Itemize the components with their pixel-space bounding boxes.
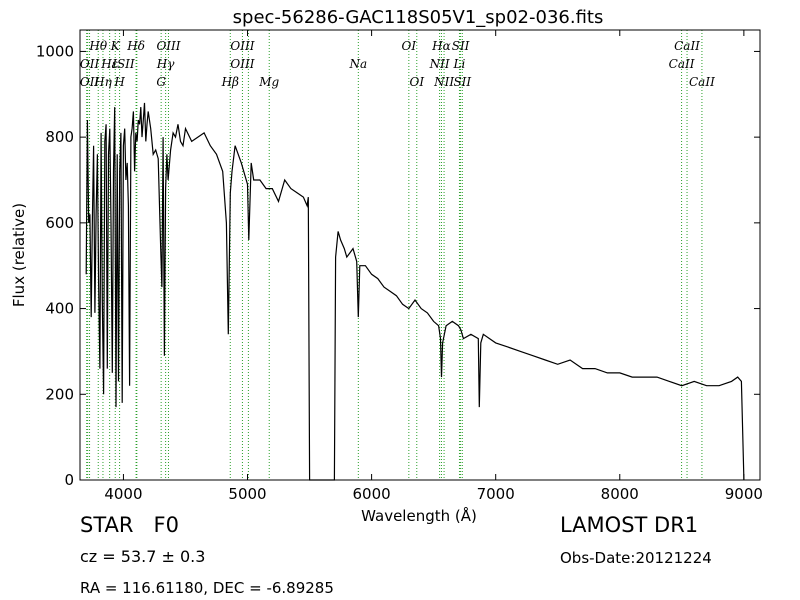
spectral-line-label: NII [433, 75, 454, 89]
redshift-cz: cz = 53.7 ± 0.3 [80, 547, 206, 566]
spectral-line-label: CaII [674, 39, 700, 53]
plot-frame [79, 29, 761, 481]
spectral-line-label: OIII [230, 57, 254, 71]
y-tick-label: 1000 [36, 42, 74, 60]
y-tick-label: 0 [64, 471, 74, 489]
spectral-line-label: K [110, 39, 121, 53]
y-tick-label: 400 [45, 300, 74, 318]
x-tick-label: 9000 [725, 485, 763, 503]
spectral-line-label: Mg [258, 75, 279, 89]
spectral-line-label: OI [409, 75, 424, 89]
spectral-line-label: Hα [431, 39, 451, 53]
spectral-line-label: Hε [100, 57, 118, 71]
spectral-line-label: ISII [111, 57, 135, 71]
spectral-line-label: Hδ [126, 39, 145, 53]
spectral-line-label: CaII [689, 75, 715, 89]
spectral-line-label: Hγ [156, 57, 175, 71]
x-tick-label: 7000 [477, 485, 515, 503]
spectral-line-label: OII [80, 57, 100, 71]
spectral-line-markers [86, 30, 703, 480]
x-tick-label: 4000 [104, 485, 142, 503]
spectral-line-label: OIII [230, 39, 254, 53]
spectral-line-label: G [156, 75, 166, 89]
spectral-line-label: OI [402, 39, 417, 53]
spectral-line-label: SII [452, 39, 470, 53]
flux-spectrum-line [85, 102, 745, 481]
observation-date: Obs-Date:20121224 [560, 549, 712, 567]
object-class: STAR F0 [80, 513, 179, 537]
chart-title: spec-56286-GAC118S05V1_sp02-036.fits [233, 7, 604, 28]
spectral-line-label: OIII [156, 39, 180, 53]
spectral-line-label: Hβ [221, 75, 239, 89]
x-tick-label: 8000 [601, 485, 639, 503]
x-tick-label: 6000 [353, 485, 391, 503]
y-axis-label: Flux (relative) [10, 203, 28, 307]
y-axis-ticks: 0 200 400 600 800 1000 [36, 42, 760, 489]
spectral-line-label: Li [453, 57, 466, 71]
spectral-line-label: Na [349, 57, 368, 71]
spectral-line-label: SII [453, 75, 471, 89]
x-axis-label: Wavelength (Å) [361, 506, 477, 525]
ra-dec-coordinates: RA = 116.61180, DEC = -6.89285 [80, 579, 334, 597]
survey-name: LAMOST DR1 [560, 513, 699, 537]
spectral-line-label: NII [429, 57, 450, 71]
spectral-line-label: Hθ [88, 39, 107, 53]
spectral-line-label: H [113, 75, 125, 89]
y-tick-label: 200 [45, 385, 74, 403]
spectral-line-label: OII [80, 75, 100, 89]
x-tick-label: 5000 [228, 485, 266, 503]
y-tick-label: 600 [45, 214, 74, 232]
spectral-line-label: CaII [669, 57, 695, 71]
x-axis-ticks: 4000 5000 6000 7000 8000 9000 [104, 30, 763, 503]
spectral-line-label: Hη [93, 75, 112, 89]
y-tick-label: 800 [45, 128, 74, 146]
